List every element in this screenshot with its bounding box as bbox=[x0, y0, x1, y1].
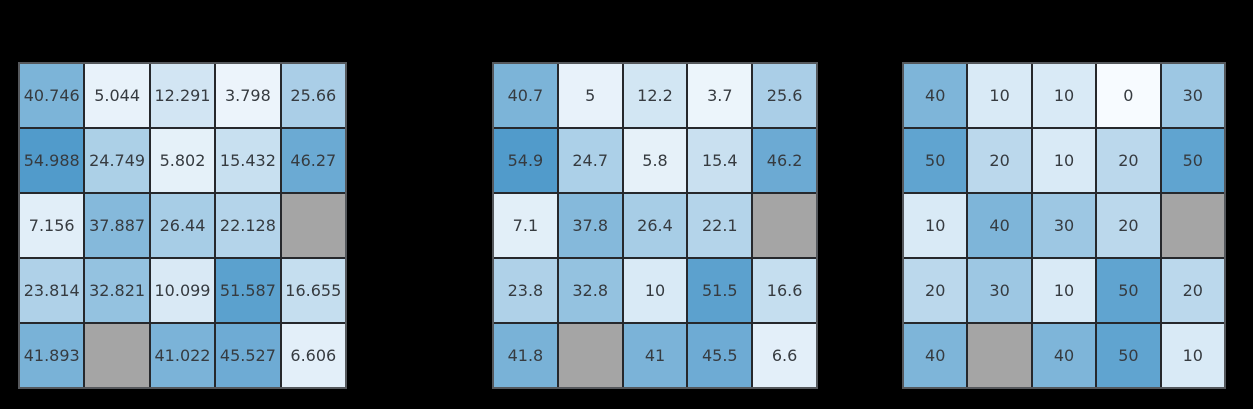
heatmap-cell: 45.527 bbox=[216, 324, 280, 387]
heatmap-cell: 10 bbox=[623, 259, 687, 322]
heatmap-cell: 15.4 bbox=[688, 129, 752, 192]
heatmap-cell: 40.7 bbox=[494, 64, 557, 127]
heatmap-cell: 30 bbox=[1032, 194, 1096, 257]
heatmap-one-decimal: 40.7 5 12.2 3.7 25.6 54.9 24.7 5.8 15.4 46.2 7.1 37… bbox=[492, 62, 818, 389]
heatmap-cell: 24.749 bbox=[85, 129, 149, 192]
heatmap-cell: 40 bbox=[904, 324, 967, 387]
heatmap-cell: 12.2 bbox=[623, 64, 687, 127]
heatmap-cell: 6.606 bbox=[281, 324, 345, 387]
heatmap-cell: 7.1 bbox=[494, 194, 557, 257]
heatmap-cell: 10 bbox=[1161, 324, 1224, 387]
heatmap-cell: 40 bbox=[904, 64, 967, 127]
heatmap-cell: 41.8 bbox=[494, 324, 557, 387]
heatmap-cell bbox=[1161, 194, 1224, 257]
heatmap-cell: 5.8 bbox=[623, 129, 687, 192]
heatmap-cell: 3.798 bbox=[216, 64, 280, 127]
heatmap-cell: 20 bbox=[1097, 129, 1160, 192]
heatmap-cell: 30 bbox=[1161, 64, 1224, 127]
heatmap-cell: 10 bbox=[904, 194, 967, 257]
heatmap-cell: 10.099 bbox=[150, 259, 215, 322]
heatmap-cell: 32.821 bbox=[85, 259, 149, 322]
heatmap-cell: 16.655 bbox=[281, 259, 345, 322]
heatmap-cell: 5.044 bbox=[85, 64, 149, 127]
heatmap-cell: 45.5 bbox=[688, 324, 752, 387]
heatmap-cell: 16.6 bbox=[753, 259, 816, 322]
heatmap-cell: 51.5 bbox=[688, 259, 752, 322]
heatmap-cell: 20 bbox=[1161, 259, 1224, 322]
heatmap-cell: 10 bbox=[1032, 129, 1096, 192]
heatmap-cell: 23.8 bbox=[494, 259, 557, 322]
heatmap-cell: 3.7 bbox=[688, 64, 752, 127]
heatmap-cell: 41.022 bbox=[150, 324, 215, 387]
heatmap-cell: 20 bbox=[904, 259, 967, 322]
heatmap-cell bbox=[558, 324, 622, 387]
heatmap-cell: 22.1 bbox=[688, 194, 752, 257]
heatmap-cell: 25.66 bbox=[281, 64, 345, 127]
heatmap-cell: 37.887 bbox=[85, 194, 149, 257]
heatmap-cell: 40 bbox=[1032, 324, 1096, 387]
heatmap-cell: 40 bbox=[968, 194, 1031, 257]
heatmap-cell: 50 bbox=[904, 129, 967, 192]
heatmap-cell: 10 bbox=[968, 64, 1031, 127]
heatmap-cell: 6.6 bbox=[753, 324, 816, 387]
heatmap-cell: 15.432 bbox=[216, 129, 280, 192]
heatmap-cell: 46.27 bbox=[281, 129, 345, 192]
heatmap-cell: 51.587 bbox=[216, 259, 280, 322]
heatmap-cell: 26.44 bbox=[150, 194, 215, 257]
heatmap-cell: 22.128 bbox=[216, 194, 280, 257]
heatmap-cell: 50 bbox=[1097, 259, 1160, 322]
heatmap-cell: 10 bbox=[1032, 64, 1096, 127]
heatmap-cell: 20 bbox=[968, 129, 1031, 192]
heatmap-cell: 54.988 bbox=[20, 129, 84, 192]
heatmap-cell: 46.2 bbox=[753, 129, 816, 192]
heatmap-cell: 32.8 bbox=[558, 259, 622, 322]
heatmap-cell: 7.156 bbox=[20, 194, 84, 257]
heatmap-cell: 41.893 bbox=[20, 324, 84, 387]
heatmap-rounded-tens: 40 10 10 0 30 50 20 10 20 50 10 40 30 20 20 30 10 50 20 40 4… bbox=[902, 62, 1226, 389]
heatmap-cell: 41 bbox=[623, 324, 687, 387]
heatmap-cell: 0 bbox=[1097, 64, 1160, 127]
heatmap-cell: 54.9 bbox=[494, 129, 557, 192]
heatmap-cell: 20 bbox=[1097, 194, 1160, 257]
heatmap-cell: 5.802 bbox=[150, 129, 215, 192]
heatmap-cell: 24.7 bbox=[558, 129, 622, 192]
heatmap-cell bbox=[85, 324, 149, 387]
heatmap-cell: 12.291 bbox=[150, 64, 215, 127]
heatmap-cell: 5 bbox=[558, 64, 622, 127]
heatmap-cell bbox=[753, 194, 816, 257]
heatmap-cell bbox=[968, 324, 1031, 387]
heatmap-cell: 25.6 bbox=[753, 64, 816, 127]
heatmap-cell: 26.4 bbox=[623, 194, 687, 257]
heatmap-original-values: 40.746 5.044 12.291 3.798 25.66 54.988 24.749 5… bbox=[18, 62, 347, 389]
heatmap-cell: 10 bbox=[1032, 259, 1096, 322]
heatmap-cell: 50 bbox=[1097, 324, 1160, 387]
heatmap-cell: 40.746 bbox=[20, 64, 84, 127]
heatmap-cell: 37.8 bbox=[558, 194, 622, 257]
heatmap-cell: 50 bbox=[1161, 129, 1224, 192]
heatmap-cell bbox=[281, 194, 345, 257]
heatmap-cell: 23.814 bbox=[20, 259, 84, 322]
heatmap-cell: 30 bbox=[968, 259, 1031, 322]
